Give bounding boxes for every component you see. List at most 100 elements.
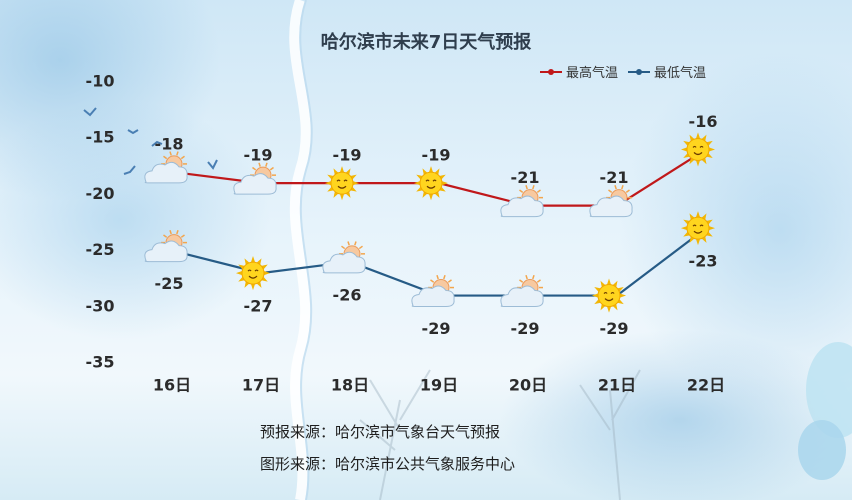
cloudy-sun-icon [322,241,366,274]
sun-ray [352,180,360,186]
sun-ray [428,166,434,173]
sun-disc [419,171,443,195]
sun-ray [347,241,350,246]
sun-ray [591,293,599,298]
y-tick-label: -20 [86,184,115,203]
sun-ray [606,305,612,313]
sun-ray [413,180,421,186]
y-tick-label: -35 [86,353,115,372]
cloudy-sun-icon [411,274,455,308]
x-tick-label: 17日 [242,376,280,395]
sun-icon [680,132,716,167]
ice-decoration [798,342,852,480]
legend-low: 最低气温 [628,62,706,81]
sun-ray [606,278,612,286]
sun-ray [708,147,716,152]
sun-ray [163,155,168,160]
legend-high-swatch [540,68,562,75]
sun-ray [680,225,688,231]
sun-disc [241,261,265,285]
sun-ray [339,193,345,201]
cloudy-sun-icon [144,151,188,184]
y-tick-label: -15 [86,128,115,147]
divider-wave [289,0,311,500]
sun-ray [695,238,701,246]
cloudy-sun-icon [233,162,277,195]
cloud-shape [500,195,544,218]
sun-face [336,179,348,189]
sun-ray [608,189,613,193]
cloud-shape [233,173,277,195]
low-temp-label: -26 [333,285,362,304]
sun-ray [536,189,541,193]
sun-face [692,224,704,234]
high-temp-label: -21 [600,168,629,187]
sun-face [603,291,615,302]
sun-ray [625,189,630,193]
cloud-shape [411,285,455,308]
cloud-shape [144,240,188,263]
high-temp-label: -19 [244,146,273,165]
sun-ray [447,279,452,283]
cloud-shape [144,161,188,184]
sun-ray [324,180,332,186]
low-temp-label: -29 [600,319,629,338]
sun-ray [180,234,185,238]
sun-ray [269,166,274,171]
sun-icon [235,256,271,291]
sun-ray [354,241,357,246]
sun-ray [263,270,271,276]
sun-ray [169,151,172,156]
sun-ray [169,230,172,235]
sun-ray [258,162,261,167]
sun-ray [265,162,268,167]
sun-disc [330,171,354,195]
cloud-shape [500,285,544,308]
sun-ray [525,274,528,280]
x-tick-label: 18日 [331,376,369,395]
sun-ray [708,225,716,231]
sun-ray [680,147,688,152]
cloud-shape [589,195,633,218]
x-tick-label: 16日 [153,376,191,395]
high-temp-label: -16 [689,112,718,131]
sun-ray [525,185,528,190]
sun-ray [252,166,257,171]
legend-low-label: 最低气温 [654,66,707,81]
sun-disc [597,284,621,308]
low-temp-label: -27 [244,297,273,316]
sun-ray [519,279,524,283]
sun-icon [324,166,360,201]
sun-icon [680,211,716,246]
x-tick-label: 20日 [509,376,547,395]
legend-high: 最高气温 [540,62,618,81]
low-temp-label: -25 [155,274,184,293]
sun-ray [180,155,185,160]
sun-ray [695,159,701,167]
sun-ray [341,245,346,250]
sun-face [247,269,259,279]
sun-ray [430,279,435,283]
sun-ray [436,274,439,280]
low-temp-label: -29 [511,319,540,338]
low-temp-label: -29 [422,319,451,338]
y-tick-label: -30 [86,296,115,315]
high-temp-label: -19 [422,146,451,165]
birds-decoration [83,107,218,175]
sun-disc [686,137,710,161]
sun-ray [519,189,524,193]
sun-ray [443,274,446,280]
cloud-shape [322,251,366,274]
sun-ray [695,132,701,140]
sun-ray [250,256,256,263]
sun-ray [614,185,617,190]
cloudy-sun-icon [144,230,188,263]
sun-ray [621,185,624,190]
sun-icon [591,278,627,313]
sun-ray [532,185,535,190]
sun-face [425,179,437,189]
sun-icon [413,166,449,201]
sun-ray [532,274,535,280]
